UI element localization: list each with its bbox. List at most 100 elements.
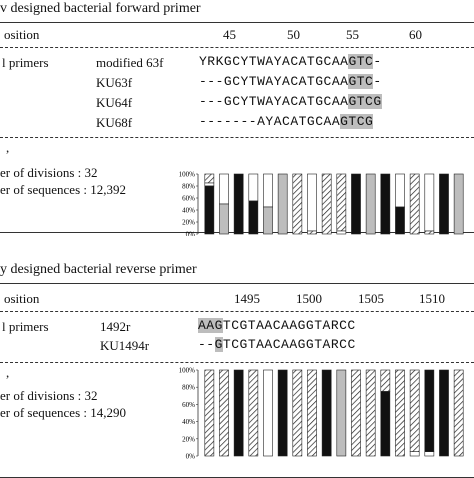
bar-segment-black (321, 369, 332, 457)
y-tick-label: 100% (179, 171, 196, 179)
bar-segment-hatch (204, 173, 215, 184)
sequence-prefix: ---GCYTWAYACATGCAA (199, 94, 349, 109)
bar-segment-hatch (424, 230, 435, 235)
divisions-label: er of divisions : 32 (0, 388, 98, 403)
divider-dashed (0, 362, 474, 363)
sequence-highlight: GTCG (348, 94, 382, 109)
y-tick-label: 20% (182, 219, 195, 227)
bar-segment-gray (277, 173, 288, 235)
bar-segment-gray (263, 206, 273, 235)
primer-sequence: AAGTCGTAACAAGGTARCC (198, 318, 356, 333)
bar-segment-gray (336, 369, 347, 457)
sequences-label: er of sequences : 12,392 (0, 182, 126, 197)
reverse-composition-chart: 100% 80% 60% 40% 20% 0% (179, 367, 464, 461)
primer-name: 1492r (100, 319, 131, 334)
bar-segment-hatch (292, 173, 303, 235)
bar-segment-white (248, 173, 259, 202)
y-tick-label: 40% (182, 207, 195, 215)
bar-segment-black (424, 369, 435, 452)
bar-segment-hatch (292, 369, 303, 457)
primer-name: KU1494r (100, 338, 150, 353)
sequences-label: er of sequences : 14,290 (0, 405, 126, 420)
position-number: 45 (223, 27, 236, 42)
left-mark: , (6, 140, 10, 155)
bar-segment-hatch (395, 369, 405, 457)
bar-segment-hatch (453, 369, 464, 457)
bar-segment-black (380, 173, 391, 235)
position-number: 50 (287, 27, 300, 42)
forward-primer-title: v designed bacterial forward primer (0, 1, 201, 16)
bar-segment-black (233, 369, 244, 457)
primers-label: l primers (2, 55, 49, 70)
primer-sequence: ---GCYTWAYACATGCAAGTCG (199, 94, 382, 109)
position-label: osition (4, 291, 40, 306)
bar-segment-hatch (409, 173, 420, 235)
bar-segment-hatch (380, 369, 391, 392)
bar-segment-white (263, 173, 273, 208)
position-number: 60 (409, 27, 422, 42)
primers-label: l primers (2, 319, 49, 334)
bar-segment-white (336, 230, 347, 235)
sequence-suffix: TCGTAACAAGGTARCC (222, 337, 356, 352)
y-tick-label: 80% (182, 183, 195, 191)
left-mark: , (6, 365, 10, 380)
sequence-highlight: GTCG (340, 114, 374, 129)
bar-segment-hatch (307, 369, 317, 457)
y-tick-label: 0% (186, 453, 196, 461)
position-number: 1505 (358, 291, 384, 306)
position-number: 55 (346, 27, 359, 42)
y-tick-label: 40% (182, 418, 195, 426)
y-tick-label: 100% (179, 367, 196, 375)
reverse-primer-title: y designed bacterial reverse primer (0, 262, 197, 277)
sequence-suffix: - (373, 54, 382, 69)
bar-segment-white (424, 173, 435, 232)
y-tick-label: 60% (182, 195, 195, 203)
bar-segment-black (277, 369, 288, 457)
y-tick-label: 60% (182, 401, 195, 409)
sequence-highlight: AAG (198, 318, 223, 333)
bar-segment-black (439, 173, 449, 235)
bar-segment-hatch (336, 173, 347, 232)
divider-dashed (0, 311, 474, 312)
divider-dashed (0, 47, 474, 48)
y-tick-label: 0% (186, 231, 196, 237)
divider-dashed (0, 137, 474, 138)
bar-segment-white (204, 182, 215, 187)
bar-segment-black (439, 369, 449, 457)
sequence-highlight: G (214, 337, 223, 352)
bar-segment-black (204, 185, 215, 235)
divisions-label: er of divisions : 32 (0, 165, 98, 180)
forward-composition-chart: 100% 80% 60% 40% 20% 0% (179, 171, 464, 237)
bar-segment-black (248, 200, 259, 235)
bar-segment-hatch (204, 369, 215, 457)
bar-segment-hatch (248, 369, 259, 457)
sequence-prefix: YRKGCYTWAYACATGCAA (199, 54, 349, 69)
primer-sequence: --GTCGTAACAAGGTARCC (198, 337, 356, 352)
primer-sequence: ---GCYTWAYACATGCAAGTC- (199, 74, 382, 89)
primer-name: modified 63f (96, 55, 164, 70)
bar-segment-white (409, 451, 420, 457)
position-number: 1500 (296, 291, 322, 306)
sequence-suffix: TCGTAACAAGGTARCC (222, 318, 356, 333)
bar-segment-black (380, 391, 391, 457)
y-tick-label: 20% (182, 435, 195, 443)
bar-segment-hatch (365, 369, 376, 457)
bar-segment-white (307, 173, 317, 232)
bar-segment-hatch (321, 173, 332, 235)
sequence-prefix: ---GCYTWAYACATGCAA (199, 74, 349, 89)
sequence-suffix: - (373, 74, 382, 89)
bar-segment-white (395, 173, 405, 208)
bar-segment-white (424, 451, 435, 457)
sequence-highlight: GTC (348, 54, 374, 69)
bar-segment-hatch (351, 369, 361, 457)
bar-segment-gray (219, 203, 229, 235)
position-number: 1495 (234, 291, 260, 306)
bar-segment-gray (365, 173, 376, 235)
bar-segment-black (233, 173, 244, 235)
position-number: 1510 (419, 291, 445, 306)
primer-name: KU64f (96, 95, 133, 110)
sequence-prefix: -- (198, 337, 215, 352)
bar-segment-white (219, 173, 229, 205)
primer-sequence: -------AYACATGCAAGTCG (199, 114, 374, 129)
primer-name: KU68f (96, 115, 133, 130)
